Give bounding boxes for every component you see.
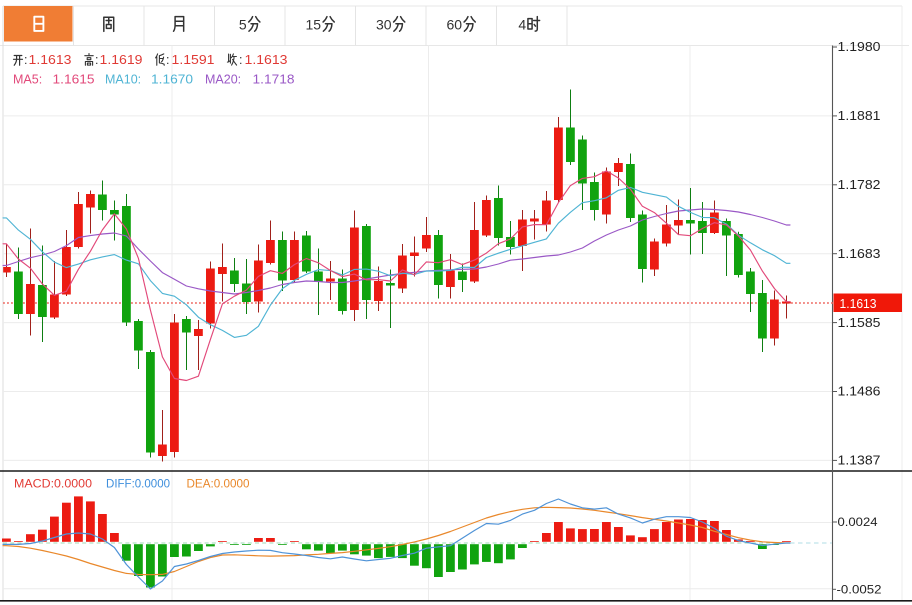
svg-text:DEA:0.0000: DEA:0.0000	[187, 477, 250, 491]
svg-text:1.1881: 1.1881	[838, 109, 881, 123]
svg-text:15: 15	[305, 17, 321, 33]
svg-text:-0.0052: -0.0052	[837, 583, 882, 597]
svg-text::: :	[95, 53, 98, 67]
svg-text:30: 30	[376, 17, 392, 33]
svg-text:1.1486: 1.1486	[838, 385, 881, 399]
svg-text::: :	[24, 53, 27, 67]
svg-text:1.1613: 1.1613	[29, 53, 72, 67]
svg-text:1.1670: 1.1670	[151, 73, 193, 87]
svg-text:MACD:0.0000: MACD:0.0000	[14, 477, 92, 491]
svg-text:1.1683: 1.1683	[838, 247, 881, 261]
svg-text:1.1613: 1.1613	[245, 53, 288, 67]
svg-text:1.1782: 1.1782	[838, 178, 881, 192]
svg-text:0.0024: 0.0024	[838, 515, 878, 529]
svg-text:1.1718: 1.1718	[253, 73, 295, 87]
svg-text:1.1613: 1.1613	[840, 297, 877, 311]
svg-text:4: 4	[518, 17, 526, 33]
svg-text:1.1615: 1.1615	[53, 73, 95, 87]
svg-text:DIFF:0.0000: DIFF:0.0000	[106, 477, 170, 491]
svg-text:MA5:: MA5:	[13, 73, 42, 87]
svg-text:5: 5	[239, 17, 247, 33]
svg-text:1.1591: 1.1591	[172, 53, 215, 67]
svg-text::: :	[239, 53, 242, 67]
svg-text:1.1619: 1.1619	[100, 53, 143, 67]
svg-text:1.1980: 1.1980	[838, 40, 881, 54]
svg-text:60: 60	[446, 17, 462, 33]
svg-text:1.1387: 1.1387	[838, 454, 881, 468]
svg-text:1.1585: 1.1585	[838, 316, 881, 330]
svg-text:MA20:: MA20:	[205, 73, 241, 87]
svg-text::: :	[166, 53, 169, 67]
svg-text:MA10:: MA10:	[105, 73, 141, 87]
